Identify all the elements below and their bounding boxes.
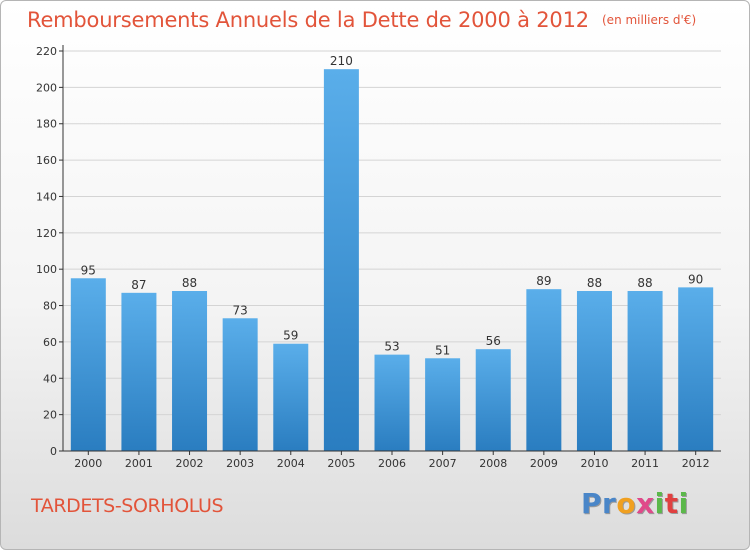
data-label: 210 [330,54,353,68]
bar-2010[interactable] [576,291,612,451]
x-tick-label: 2007 [429,457,457,470]
data-label: 95 [81,263,96,277]
brand-letter: x [636,487,655,520]
x-tick-label: 2012 [682,457,710,470]
y-tick-label: 0 [50,445,57,458]
y-tick-label: 220 [36,45,57,58]
data-label: 59 [283,329,298,343]
data-label: 73 [233,303,248,317]
data-label: 90 [688,272,703,286]
commune-name: TARDETS-SORHOLUS [31,495,224,517]
x-tick-label: 2005 [327,457,355,470]
y-tick-label: 160 [36,154,57,167]
data-label: 87 [131,278,146,292]
brand-letter: P [581,487,603,520]
chart-title-block: Remboursements Annuels de la Dette de 20… [27,8,696,32]
x-tick-label: 2006 [378,457,406,470]
x-tick-label: 2010 [580,457,608,470]
y-tick-label: 180 [36,118,57,131]
bar-2007[interactable] [425,358,461,451]
x-tick-label: 2002 [176,457,204,470]
brand-letter: o [616,487,637,520]
bar-2003[interactable] [222,318,258,451]
x-tick-label: 2000 [74,457,102,470]
brand-letter: i [678,487,689,520]
bar-2011[interactable] [627,291,663,451]
y-tick-label: 200 [36,81,57,94]
y-tick-label: 40 [43,372,57,385]
y-tick-label: 20 [43,409,57,422]
bar-2009[interactable] [526,289,562,451]
bar-2005[interactable] [323,69,359,451]
y-tick-label: 100 [36,263,57,276]
x-tick-label: 2004 [277,457,305,470]
chart-subtitle: (en milliers d'€) [602,13,697,27]
data-label: 53 [384,340,399,354]
bar-2008[interactable] [475,349,511,451]
brand-letter: r [602,487,617,520]
data-label: 88 [182,276,197,290]
x-tick-label: 2011 [631,457,659,470]
bar-2000[interactable] [70,278,106,451]
x-tick-label: 2009 [530,457,558,470]
y-tick-label: 140 [36,190,57,203]
x-tick-label: 2003 [226,457,254,470]
data-label: 88 [587,276,602,290]
data-label: 89 [536,274,551,288]
x-tick-label: 2008 [479,457,507,470]
bar-2001[interactable] [121,292,157,451]
y-tick-label: 80 [43,300,57,313]
y-tick-label: 60 [43,336,57,349]
y-tick-label: 120 [36,227,57,240]
bar-2006[interactable] [374,354,410,451]
bar-2002[interactable] [172,291,208,451]
proxiti-logo[interactable]: Proxiti [581,487,689,520]
data-label: 88 [637,276,652,290]
chart-title: Remboursements Annuels de la Dette de 20… [27,8,589,32]
bar-2004[interactable] [273,343,309,451]
data-label: 56 [486,334,501,348]
brand-letter: i [654,487,665,520]
bar-2012[interactable] [678,287,714,451]
brand-letter: t [664,487,679,520]
x-tick-label: 2001 [125,457,153,470]
data-label: 51 [435,343,450,357]
